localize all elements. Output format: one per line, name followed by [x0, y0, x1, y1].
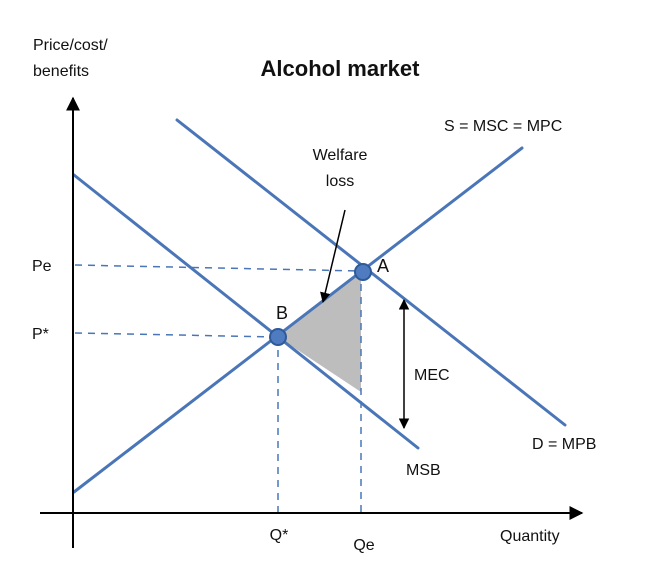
msb-curve	[72, 173, 420, 450]
price-pstar-label: P*	[32, 326, 49, 343]
pstar-guide-line	[74, 332, 279, 338]
point-a-marker	[354, 263, 372, 281]
supply-curve-label: S = MSC = MPC	[444, 118, 562, 135]
demand-curve-label: D = MPB	[532, 436, 596, 453]
welfare-loss-label-line2: loss	[326, 173, 354, 190]
mec-label: MEC	[414, 367, 450, 384]
supply-curve	[72, 146, 524, 494]
x-axis-label: Quantity	[500, 528, 560, 545]
point-b-label: B	[276, 303, 288, 323]
y-axis-label-line2: benefits	[33, 63, 89, 80]
welfare-loss-label-line1: Welfare	[313, 147, 368, 164]
msb-curve-label: MSB	[406, 462, 441, 479]
quantity-qstar-label: Q*	[270, 527, 289, 544]
pe-guide-line	[74, 264, 362, 272]
point-b-marker	[269, 328, 287, 346]
quantity-qe-label: Qe	[353, 537, 374, 554]
welfare-loss-area	[278, 271, 361, 392]
y-axis-label-line1: Price/cost/	[33, 37, 108, 54]
chart-title: Alcohol market	[261, 56, 421, 81]
price-pe-label: Pe	[32, 258, 52, 275]
welfare-loss-pointer	[320, 209, 346, 304]
point-a-label: A	[377, 256, 389, 276]
